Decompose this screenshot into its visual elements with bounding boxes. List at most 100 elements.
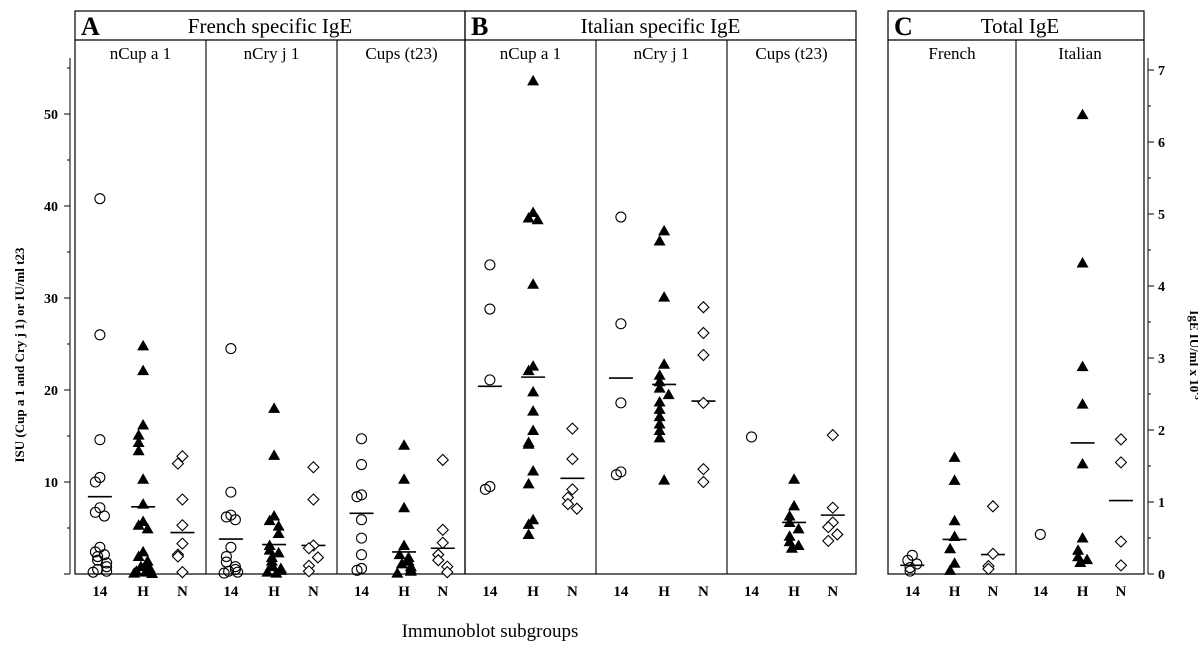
circle-data-point: [479, 483, 491, 495]
triangle-data-point: [658, 474, 671, 485]
circle-data-point: [745, 431, 758, 443]
group-label: N: [177, 584, 188, 600]
triangle-data-point: [1076, 108, 1089, 120]
diamond-data-point: [436, 453, 450, 467]
diamond-data-point: [570, 502, 584, 515]
triangle-data-point: [653, 375, 666, 387]
diamond-data-point: [822, 534, 835, 548]
panel-frame: [74, 10, 466, 575]
group-label: N: [827, 584, 838, 600]
triangle-data-point: [398, 501, 411, 513]
group-label: N: [988, 584, 999, 600]
diamond-data-point: [831, 528, 844, 541]
diamond-data-point: [697, 462, 710, 476]
right-y-axis-title-exponent: -3: [1193, 392, 1198, 400]
left-y-axis: 10 20 30 40 50: [44, 58, 71, 575]
triangle-data-point: [263, 544, 276, 555]
subpanel: nCup a 1 14 H N: [477, 44, 585, 600]
diamond-data-point: [176, 565, 189, 579]
triangle-data-point: [1081, 553, 1094, 565]
circle-data-point: [94, 434, 106, 446]
triangle-data-point: [261, 566, 274, 577]
triangle-data-point: [658, 291, 671, 302]
triangle-data-point: [948, 557, 961, 568]
group-label: H: [658, 584, 670, 600]
subpanel: Cups (t23) 14 H N: [726, 40, 845, 600]
circle-data-point: [1034, 528, 1046, 540]
diamond-data-point: [432, 553, 445, 567]
triangle-data-point: [653, 410, 666, 422]
diamond-data-point: [566, 483, 579, 496]
triangle-data-point: [137, 364, 150, 376]
right-y-axis-title-text: IgE IU/ml x 10: [1187, 310, 1198, 392]
subpanel: nCup a 1 14 H N: [87, 44, 195, 600]
panel-title: Italian specific IgE: [581, 14, 741, 38]
right-tick-label: 2: [1158, 424, 1165, 439]
right-tick-label: 6: [1158, 136, 1165, 151]
right-y-axis: 0 1 2 3 4 5 6 7: [1147, 58, 1165, 583]
group-label: N: [1116, 584, 1127, 600]
group-label: H: [788, 584, 800, 600]
triangle-data-point: [792, 539, 805, 550]
panel-title: French specific IgE: [188, 14, 352, 38]
triangle-data-point: [527, 405, 540, 416]
triangle-data-point: [1074, 556, 1087, 567]
diamond-data-point: [822, 520, 835, 534]
circle-data-point: [484, 303, 496, 315]
triangle-data-point: [132, 550, 145, 562]
triangle-data-point: [137, 339, 150, 351]
triangle-data-point: [653, 382, 666, 393]
triangle-data-point: [268, 402, 281, 413]
circle-data-point: [229, 563, 241, 575]
triangle-data-point: [391, 567, 404, 578]
triangle-data-point: [944, 542, 957, 554]
circle-data-point: [615, 318, 627, 330]
group-label: H: [268, 584, 280, 600]
triangle-data-point: [265, 560, 278, 572]
subpanel-label: nCup a 1: [110, 44, 171, 63]
triangle-data-point: [662, 388, 675, 400]
diamond-data-point: [697, 326, 710, 340]
subpanel-label: nCup a 1: [500, 44, 561, 63]
diamond-data-point: [1114, 535, 1128, 548]
group-label: H: [1077, 584, 1089, 600]
triangle-data-point: [137, 498, 150, 509]
triangle-data-point: [522, 528, 535, 539]
panel-c: C Total IgE French 14 H N Italian 14 H N: [887, 10, 1145, 600]
group-label: 14: [354, 584, 370, 600]
circle-data-point: [355, 532, 368, 544]
diamond-data-point: [176, 449, 189, 463]
group-label: 14: [744, 584, 760, 600]
left-tick-label: 10: [44, 476, 58, 491]
group-label: N: [567, 584, 578, 600]
triangle-data-point: [785, 542, 798, 553]
group-label: 14: [1033, 584, 1049, 600]
triangle-data-point: [527, 424, 540, 435]
triangle-data-point: [527, 385, 540, 397]
diamond-data-point: [311, 551, 325, 564]
triangle-data-point: [268, 449, 281, 460]
circle-data-point: [904, 565, 916, 577]
diamond-data-point: [566, 452, 579, 466]
triangle-data-point: [1076, 457, 1089, 469]
diamond-data-point: [697, 348, 710, 362]
triangle-data-point: [1076, 532, 1089, 543]
group-label: N: [308, 584, 319, 600]
diamond-data-point: [436, 523, 450, 537]
triangle-data-point: [132, 436, 145, 447]
subpanel-label: Cups (t23): [365, 44, 437, 63]
diamond-data-point: [176, 493, 189, 506]
left-tick-label: 40: [44, 200, 58, 215]
group-label: H: [137, 584, 149, 600]
circle-data-point: [351, 564, 363, 576]
left-tick-label: 20: [44, 384, 58, 399]
circle-data-point: [218, 567, 230, 579]
diamond-data-point: [307, 493, 320, 506]
diamond-data-point: [307, 461, 320, 474]
triangle-data-point: [653, 403, 666, 414]
circle-data-point: [355, 458, 368, 471]
triangle-data-point: [128, 567, 141, 578]
circle-data-point: [484, 374, 496, 386]
circle-data-point: [98, 510, 110, 522]
circle-data-point: [87, 566, 99, 578]
